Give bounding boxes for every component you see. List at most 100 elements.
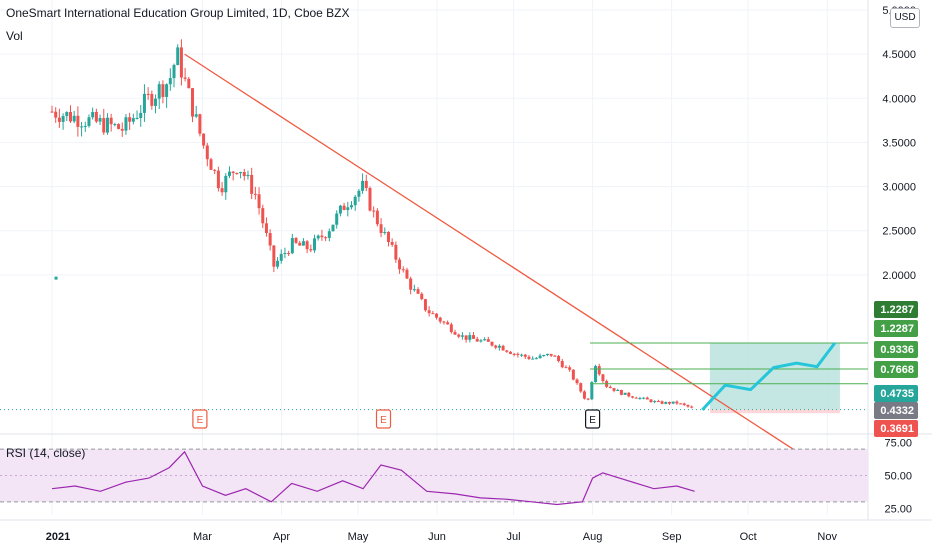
- candle-body: [501, 345, 505, 351]
- time-axis[interactable]: 2021 Mar Apr May Jun Jul Aug Sep Oct Nov: [46, 531, 838, 543]
- candle-body: [313, 238, 317, 251]
- rsi-line: [51, 450, 695, 506]
- candle-body: [634, 397, 638, 399]
- candle-body: [682, 403, 686, 405]
- candle-body: [494, 345, 498, 348]
- candle-body: [191, 88, 195, 117]
- candle-body: [316, 235, 320, 239]
- rsi-indicator-label[interactable]: RSI (14, close): [6, 446, 86, 460]
- price-tag: [874, 320, 918, 337]
- candle-body: [394, 244, 398, 260]
- candle-body: [571, 369, 575, 380]
- candle-body: [57, 117, 61, 122]
- candle-body: [50, 111, 54, 113]
- candle-body: [368, 187, 372, 211]
- time-tick-label: Oct: [740, 531, 757, 543]
- candle-body: [538, 355, 542, 359]
- candle-body: [612, 388, 616, 391]
- candle-body: [435, 313, 439, 318]
- candle-body: [76, 115, 80, 127]
- candle-body: [446, 322, 450, 325]
- earnings-marker: [375, 409, 392, 429]
- candle-body: [287, 252, 291, 254]
- chart-title: OneSmart International Education Group L…: [6, 6, 350, 20]
- candle-body: [264, 223, 268, 234]
- candle-body: [213, 169, 217, 171]
- candle-body: [353, 196, 357, 206]
- candle-body: [508, 351, 512, 354]
- rsi-tick-label: 50.00: [884, 471, 912, 483]
- candle-body: [305, 241, 309, 250]
- candle-body: [520, 354, 524, 356]
- candle-body: [187, 78, 191, 89]
- candle-body: [179, 47, 183, 78]
- candle-body: [564, 367, 568, 369]
- earnings-label: E: [589, 415, 596, 426]
- candle-body: [560, 361, 564, 368]
- candle-body: [379, 224, 383, 233]
- candle-body: [653, 401, 657, 403]
- candle-body: [320, 235, 324, 238]
- candle-body: [105, 117, 109, 133]
- candle-body: [120, 128, 124, 131]
- candle-body: [656, 401, 660, 403]
- rsi-band: [0, 449, 868, 502]
- candle-body: [235, 173, 239, 175]
- candle-body: [586, 398, 590, 400]
- time-tick-label: Aug: [583, 531, 603, 543]
- candle-body: [128, 117, 132, 122]
- candle-body: [227, 171, 231, 176]
- candle-body: [649, 399, 653, 403]
- price-tag: [874, 385, 918, 402]
- candle-body: [242, 172, 246, 177]
- candle-body: [335, 213, 339, 225]
- candle-body: [168, 78, 172, 85]
- candle-body: [416, 289, 420, 294]
- time-tick-label: Sep: [662, 531, 682, 543]
- candle-body: [664, 402, 668, 404]
- candle-body: [131, 118, 135, 122]
- candle-body: [505, 350, 509, 352]
- candle-body: [72, 115, 76, 122]
- candle-body: [324, 237, 328, 239]
- candle-body: [91, 111, 95, 118]
- candle-body: [427, 310, 431, 314]
- price-tag-label: 0.3691: [880, 423, 914, 435]
- volume-indicator-label[interactable]: Vol: [6, 29, 23, 43]
- candle-body: [468, 335, 472, 340]
- candle-body: [608, 386, 612, 389]
- currency-button[interactable]: USD: [890, 8, 920, 28]
- candle-body: [257, 194, 261, 209]
- candle-body: [616, 389, 620, 391]
- candle-body: [582, 391, 586, 399]
- candle-body: [623, 392, 627, 395]
- candle-body: [202, 133, 206, 146]
- candle-body: [161, 84, 165, 97]
- candle-body: [331, 224, 335, 232]
- price-tag-label: 1.2287: [880, 304, 914, 316]
- candle-body: [268, 233, 272, 246]
- candle-body: [594, 366, 598, 383]
- price-tag-label: 0.9336: [880, 344, 914, 356]
- candle-body: [601, 374, 605, 382]
- price-tag-label: 0.4332: [880, 405, 914, 417]
- price-axis[interactable]: 5.00004.50004.00003.50003.00002.50002.00…: [874, 5, 918, 515]
- candle-body: [68, 112, 72, 122]
- time-tick-label: 2021: [46, 531, 70, 543]
- candle-body: [298, 242, 302, 246]
- candle-body: [346, 207, 350, 211]
- candle-body: [386, 232, 390, 243]
- candle-body: [139, 112, 143, 119]
- candle-body: [113, 124, 117, 126]
- candle-body: [483, 339, 487, 341]
- candle-body: [464, 335, 468, 340]
- candle-body: [220, 188, 224, 193]
- price-tag-label: 0.4735: [880, 388, 914, 400]
- candle-body: [442, 321, 446, 323]
- candle-body: [142, 93, 146, 113]
- candle-body: [194, 114, 198, 117]
- candle-body: [216, 170, 220, 189]
- candle-body: [209, 159, 213, 170]
